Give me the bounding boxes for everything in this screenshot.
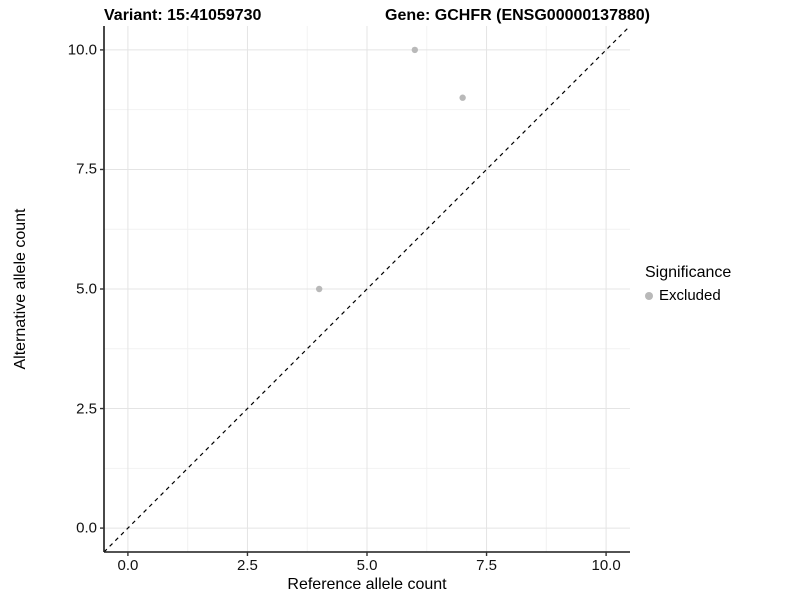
identity-reference-line	[103, 25, 631, 553]
y-axis-title: Alternative allele count	[12, 208, 29, 370]
plot-title-variant: Variant: 15:41059730	[104, 7, 262, 24]
x-tick-label: 5.0	[356, 557, 378, 574]
data-point	[411, 46, 419, 54]
legend: Significance Excluded	[645, 264, 731, 304]
y-tick-label: 5.0	[76, 280, 97, 298]
y-tick-label: 10.0	[67, 41, 97, 59]
x-tick-label: 0.0	[117, 557, 139, 574]
data-point	[459, 94, 466, 101]
legend-point-icon	[645, 291, 653, 300]
legend-entry-excluded: Excluded	[645, 287, 731, 304]
plot-title-gene: Gene: GCHFR (ENSG00000137880)	[385, 7, 650, 24]
y-tick-label: 0.0	[76, 519, 97, 537]
x-tick-label: 10.0	[591, 557, 621, 574]
y-tick-label: 2.5	[76, 400, 97, 418]
x-axis-title: Reference allele count	[287, 576, 447, 593]
x-tick-label: 2.5	[237, 557, 258, 574]
x-tick-label: 7.5	[476, 557, 497, 574]
y-tick-label: 7.5	[76, 160, 97, 178]
data-point	[315, 285, 323, 293]
legend-entry-label: Excluded	[659, 287, 721, 304]
legend-title: Significance	[645, 264, 732, 281]
